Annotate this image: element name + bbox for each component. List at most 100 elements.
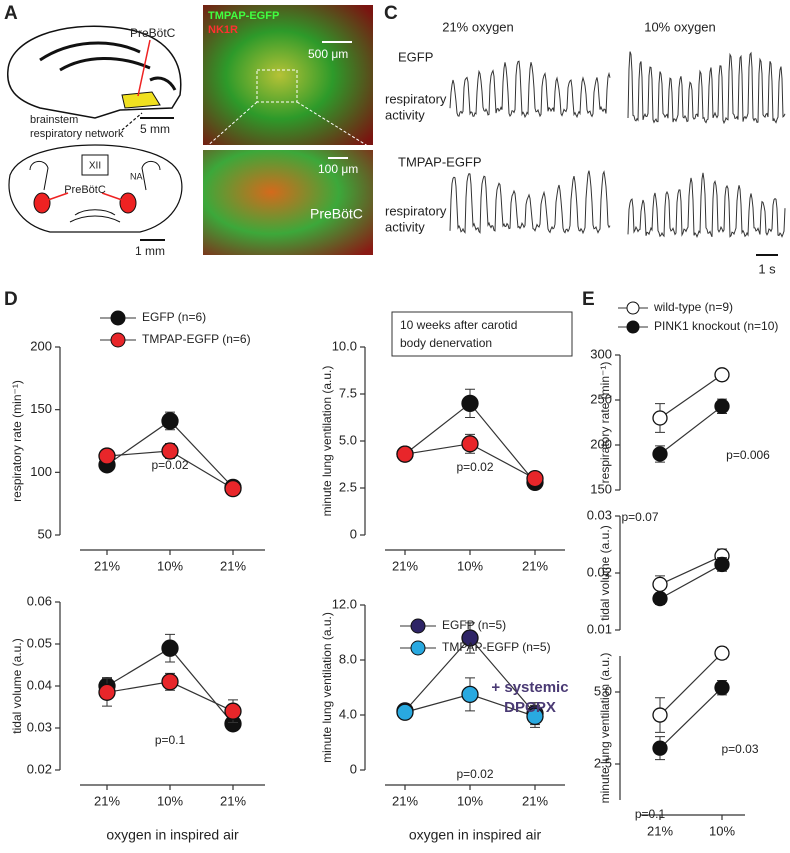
y-tick-label: 0.02	[27, 761, 52, 776]
arrow	[101, 192, 123, 201]
scale-label: 1 s	[758, 261, 776, 276]
micrograph	[203, 150, 373, 255]
x-tick-label: 10%	[157, 793, 183, 808]
marker	[526, 469, 544, 488]
y-tick-label: 0.01	[587, 621, 612, 636]
trace-label: EGFP	[398, 49, 433, 64]
marker	[714, 680, 730, 696]
y-tick-label: 0	[350, 526, 357, 541]
marker	[161, 442, 179, 460]
series-line	[659, 652, 723, 716]
marker	[526, 707, 544, 726]
marker	[652, 410, 668, 426]
y-tick-label: 0.02	[587, 564, 612, 579]
network-region	[121, 91, 161, 109]
y-tick-label: 5.0	[339, 432, 357, 447]
marker	[652, 707, 668, 723]
scale-label: 100 μm	[318, 162, 358, 176]
label: PreBötC	[130, 26, 176, 40]
y-tick-label: 4.0	[339, 706, 357, 721]
marker	[98, 447, 116, 465]
zoom-box	[256, 69, 298, 103]
y-tick-label: 200	[30, 338, 52, 353]
section-detail	[69, 209, 121, 223]
legend-marker	[410, 618, 426, 634]
y-tick-label: 8.0	[339, 651, 357, 666]
y-tick-label: 100	[30, 464, 52, 479]
stain-label: NK1R	[208, 24, 238, 36]
y-tick-label: 2.5	[594, 755, 612, 770]
legend-marker	[626, 301, 640, 315]
arrow	[121, 112, 143, 131]
y-tick-label: 0.03	[587, 507, 612, 522]
x-tick-label: 21%	[94, 558, 120, 573]
y-tick-label: 150	[590, 481, 612, 496]
trace-label: TMPAP-EGFP	[398, 154, 482, 169]
series-line	[659, 405, 723, 455]
annotation: p=0.006	[726, 448, 770, 462]
series-line	[659, 563, 723, 600]
section-outline	[8, 144, 183, 233]
x-tick-label: 10%	[157, 558, 183, 573]
x-axis-label: oxygen in inspired air	[409, 827, 542, 843]
marker	[714, 367, 730, 383]
y-axis-label: minute lung ventilation (a.u.)	[598, 653, 612, 804]
x-tick-label: 21%	[522, 558, 548, 573]
legend-label: TMPAP-EGFP (n=5)	[442, 640, 551, 654]
row-label: respiratory	[385, 91, 447, 106]
x-tick-label: 21%	[522, 793, 548, 808]
annotation: p=0.02	[151, 458, 188, 472]
marker	[461, 685, 479, 704]
x-tick-label: 21%	[220, 793, 246, 808]
legend-marker	[110, 310, 126, 326]
marker	[652, 740, 668, 756]
x-axis-label: oxygen in inspired air	[106, 827, 239, 843]
y-axis-label: tidal volume (a.u.)	[598, 525, 612, 620]
scale-label: 5 mm	[140, 122, 170, 136]
note: body denervation	[400, 336, 492, 350]
y-tick-label: 0	[350, 761, 357, 776]
y-axis-label: respiratory rate (min⁻¹)	[10, 380, 24, 502]
marker	[714, 398, 730, 414]
annotation: p=0.03	[721, 742, 758, 756]
marker	[224, 702, 242, 720]
panel-label: A	[4, 3, 18, 24]
y-axis-label: minute lung ventilation (a.u.)	[320, 366, 334, 517]
x-tick-label: 21%	[220, 558, 246, 573]
y-tick-label: 5.0	[594, 683, 612, 698]
x-tick-label: 10%	[457, 793, 483, 808]
y-tick-label: 50	[38, 526, 52, 541]
region-label: PreBötC	[310, 206, 363, 222]
marker	[161, 673, 179, 691]
note-box	[391, 311, 573, 357]
label: respiratory network	[30, 128, 124, 140]
x-tick-label: 10%	[709, 823, 735, 838]
annotation: p=0.1	[155, 733, 186, 747]
y-tick-label: 0.06	[27, 593, 52, 608]
annotation: p=0.07	[621, 510, 658, 524]
x-tick-label: 21%	[94, 793, 120, 808]
legend-marker	[410, 640, 426, 656]
y-tick-label: 0.05	[27, 635, 52, 650]
label: NA	[130, 171, 143, 181]
legend-label: EGFP (n=5)	[442, 618, 506, 632]
panel-label: D	[4, 289, 18, 310]
annotation: p=0.02	[456, 767, 493, 781]
micrograph	[203, 5, 373, 145]
y-axis-label: minute lung ventilation (a.u.)	[320, 612, 334, 763]
marker	[461, 435, 479, 453]
marker	[652, 446, 668, 462]
row-label: activity	[385, 219, 425, 234]
note: 10 weeks after carotid	[400, 318, 517, 332]
x-tick-label: 21%	[392, 558, 418, 573]
y-tick-label: 250	[590, 391, 612, 406]
prebotc-right	[119, 192, 137, 214]
y-tick-label: 0.04	[27, 677, 52, 692]
scale-label: 500 μm	[308, 47, 348, 61]
series-line	[659, 374, 723, 419]
zoom-line	[204, 101, 258, 149]
marker	[714, 645, 730, 661]
x-tick-label: 21%	[647, 823, 673, 838]
y-tick-label: 150	[30, 401, 52, 416]
